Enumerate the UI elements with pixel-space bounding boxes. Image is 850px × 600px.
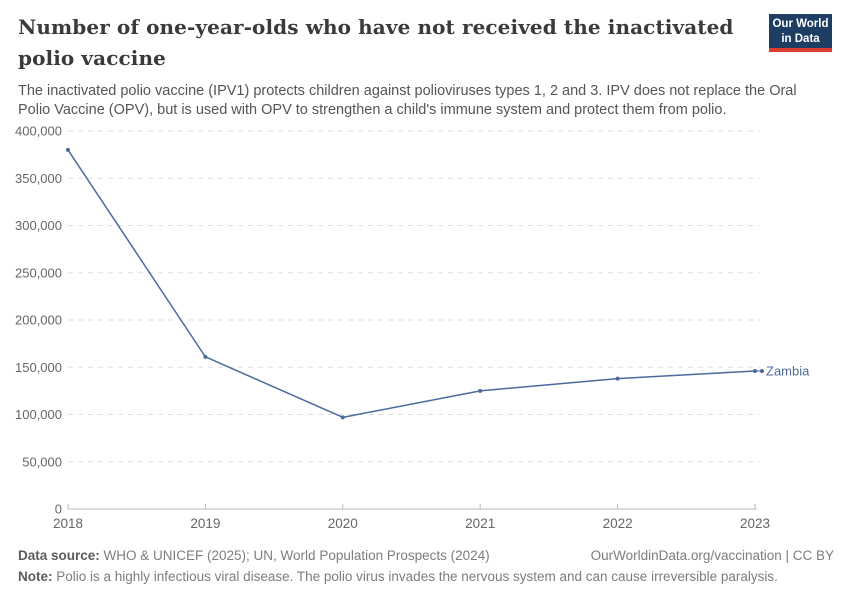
data-source-text: WHO & UNICEF (2025); UN, World Populatio… [99, 548, 490, 563]
attribution-link[interactable]: OurWorldinData.org/vaccination | CC BY [590, 548, 834, 563]
owid-logo-line1: Our World [772, 18, 829, 30]
y-axis-tick-label: 350,000 [15, 171, 62, 186]
note-line: Note: Polio is a highly infectious viral… [18, 569, 778, 584]
data-source-label: Data source: [18, 548, 100, 563]
y-axis-tick-label: 200,000 [15, 313, 62, 328]
data-point[interactable] [66, 147, 70, 152]
data-source-line: Data source: WHO & UNICEF (2025); UN, Wo… [18, 548, 490, 563]
y-axis-tick-label: 400,000 [15, 124, 62, 139]
owid-logo[interactable]: Our World in Data [769, 14, 832, 52]
x-axis-tick-label: 2018 [53, 516, 83, 531]
data-line-zambia[interactable] [67, 149, 756, 419]
note-text: Polio is a highly infectious viral disea… [52, 569, 778, 584]
y-axis-tick-label: 100,000 [15, 407, 62, 422]
data-point[interactable] [478, 388, 483, 393]
x-axis-tick-label: 2021 [465, 516, 495, 531]
data-point[interactable] [615, 376, 620, 381]
x-axis-tick-label: 2023 [740, 516, 770, 531]
series-label[interactable]: Zambia [766, 364, 810, 379]
data-point[interactable] [203, 354, 208, 359]
y-axis-tick-label: 0 [55, 502, 62, 517]
y-axis-tick-label: 50,000 [22, 454, 62, 469]
chart-subtitle: The inactivated polio vaccine (IPV1) pro… [18, 83, 797, 119]
y-axis-tick-label: 300,000 [15, 218, 62, 233]
data-point[interactable] [340, 415, 345, 420]
y-axis-tick-label: 250,000 [15, 265, 62, 280]
x-axis-tick-label: 2022 [603, 516, 633, 531]
page-title: Number of one-year-olds who have not rec… [18, 15, 734, 70]
x-axis-tick-label: 2020 [328, 516, 358, 531]
owid-logo-line2: in Data [781, 32, 820, 45]
note-label: Note: [18, 569, 53, 584]
x-axis-tick-label: 2019 [190, 516, 220, 531]
series-label-marker [760, 369, 764, 374]
y-axis-tick-label: 150,000 [15, 360, 62, 375]
